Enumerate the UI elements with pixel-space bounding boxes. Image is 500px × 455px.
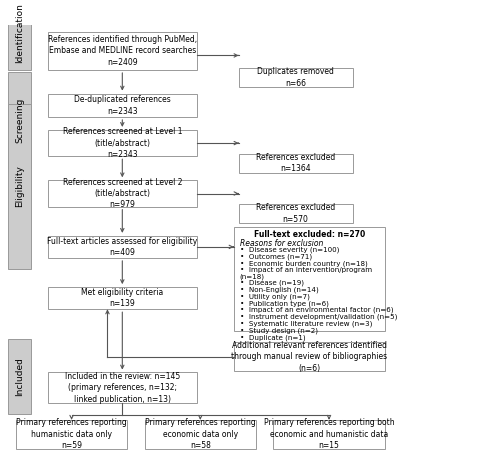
Text: Primary references reporting
economic data only
n=58: Primary references reporting economic da… bbox=[145, 419, 256, 450]
FancyBboxPatch shape bbox=[48, 180, 197, 207]
Text: •  Publication type (n=6): • Publication type (n=6) bbox=[240, 300, 328, 307]
FancyBboxPatch shape bbox=[48, 287, 197, 309]
Text: Full-text articles assessed for eligibility
n=409: Full-text articles assessed for eligibil… bbox=[47, 237, 198, 257]
FancyBboxPatch shape bbox=[234, 342, 384, 371]
FancyBboxPatch shape bbox=[144, 420, 256, 449]
FancyBboxPatch shape bbox=[48, 31, 197, 70]
FancyBboxPatch shape bbox=[8, 339, 30, 414]
Text: References screened at Level 1
(title/abstract)
n=2343: References screened at Level 1 (title/ab… bbox=[62, 127, 182, 159]
Text: Reasons for exclusion: Reasons for exclusion bbox=[240, 239, 323, 248]
Text: References screened at Level 2
(title/abstract)
n=979: References screened at Level 2 (title/ab… bbox=[62, 177, 182, 209]
FancyBboxPatch shape bbox=[8, 104, 30, 269]
Text: •  Utility only (n=7): • Utility only (n=7) bbox=[240, 293, 310, 300]
Text: •  Duplicate (n=1): • Duplicate (n=1) bbox=[240, 334, 306, 341]
Text: Identification: Identification bbox=[15, 3, 24, 63]
Text: De-duplicated references
n=2343: De-duplicated references n=2343 bbox=[74, 95, 170, 116]
FancyBboxPatch shape bbox=[274, 420, 384, 449]
Text: (n=18): (n=18) bbox=[240, 274, 264, 280]
Text: •  Impact of an environmental factor (n=6): • Impact of an environmental factor (n=6… bbox=[240, 307, 393, 313]
Text: Included: Included bbox=[15, 357, 24, 396]
Text: References excluded
n=570: References excluded n=570 bbox=[256, 203, 335, 224]
Text: Eligibility: Eligibility bbox=[15, 166, 24, 207]
FancyBboxPatch shape bbox=[48, 373, 197, 403]
FancyBboxPatch shape bbox=[48, 94, 197, 117]
Text: Screening: Screening bbox=[15, 97, 24, 143]
Text: References excluded
n=1364: References excluded n=1364 bbox=[256, 153, 335, 173]
FancyBboxPatch shape bbox=[8, 72, 30, 168]
Text: •  Instrument development/validation (n=5): • Instrument development/validation (n=5… bbox=[240, 314, 397, 320]
Text: •  Disease severity (n=100): • Disease severity (n=100) bbox=[240, 247, 339, 253]
FancyBboxPatch shape bbox=[234, 227, 384, 332]
FancyBboxPatch shape bbox=[238, 204, 352, 223]
Text: •  Disease (n=19): • Disease (n=19) bbox=[240, 280, 304, 286]
FancyBboxPatch shape bbox=[48, 236, 197, 258]
Text: •  Non-English (n=14): • Non-English (n=14) bbox=[240, 287, 318, 293]
Text: References identified through PubMed,
Embase and MEDLINE record searches
n=2409: References identified through PubMed, Em… bbox=[48, 35, 197, 67]
FancyBboxPatch shape bbox=[238, 68, 352, 87]
Text: Additional relevant references identified
through manual review of bibliographie: Additional relevant references identifie… bbox=[231, 341, 388, 373]
FancyBboxPatch shape bbox=[48, 130, 197, 157]
Text: Full-text excluded: n=270: Full-text excluded: n=270 bbox=[254, 230, 365, 239]
Text: •  Impact of an intervention/program: • Impact of an intervention/program bbox=[240, 267, 372, 273]
Text: Duplicates removed
n=66: Duplicates removed n=66 bbox=[257, 67, 334, 88]
FancyBboxPatch shape bbox=[16, 420, 128, 449]
Text: •  Study design (n=2): • Study design (n=2) bbox=[240, 328, 318, 334]
Text: •  Outcomes (n=71): • Outcomes (n=71) bbox=[240, 253, 312, 260]
Text: Included in the review: n=145
(primary references, n=132;
linked publication, n=: Included in the review: n=145 (primary r… bbox=[64, 372, 180, 404]
FancyBboxPatch shape bbox=[238, 154, 352, 172]
Text: •  Systematic literature review (n=3): • Systematic literature review (n=3) bbox=[240, 321, 372, 327]
Text: Primary references reporting both
economic and humanistic data
n=15: Primary references reporting both econom… bbox=[264, 419, 394, 450]
Text: •  Economic burden country (n=18): • Economic burden country (n=18) bbox=[240, 260, 368, 267]
Text: Primary references reporting
humanistic data only
n=59: Primary references reporting humanistic … bbox=[16, 419, 127, 450]
FancyBboxPatch shape bbox=[8, 0, 30, 70]
Text: Met eligibility criteria
n=139: Met eligibility criteria n=139 bbox=[81, 288, 164, 308]
